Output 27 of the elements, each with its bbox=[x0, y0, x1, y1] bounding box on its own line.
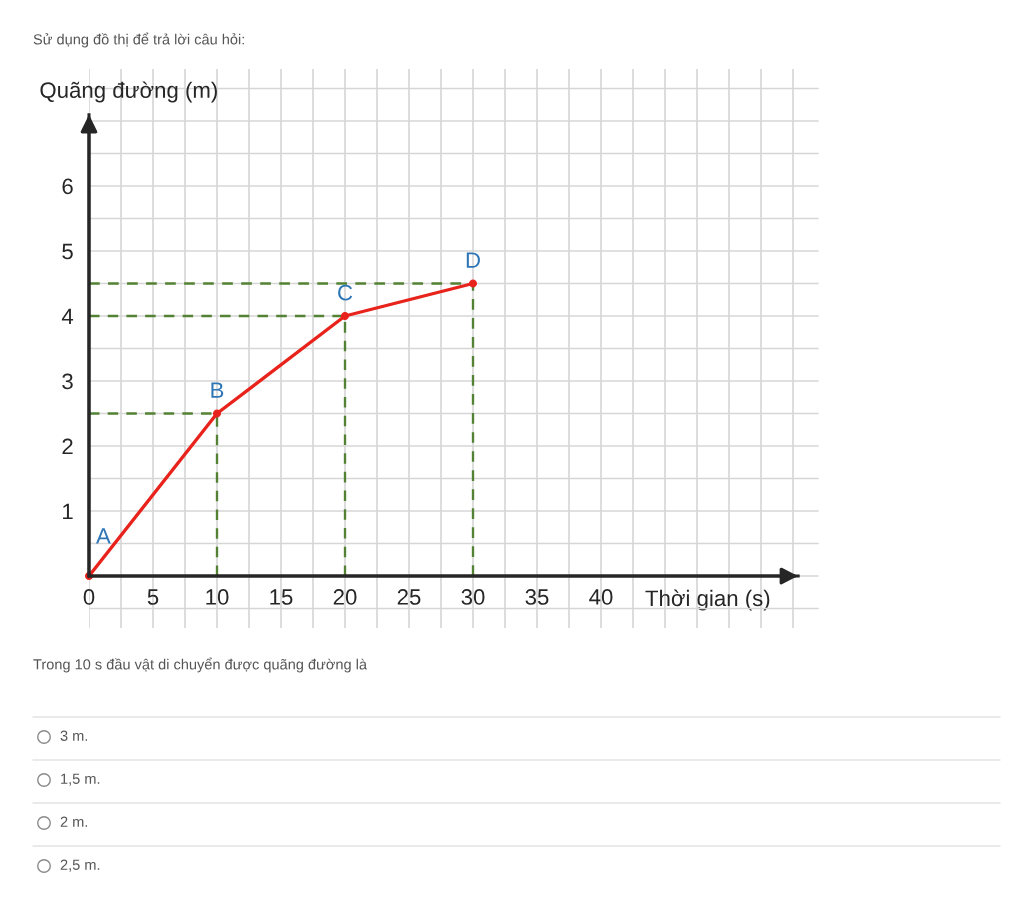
y-tick-label: 4 bbox=[61, 308, 74, 325]
y-tick-label: 1 bbox=[63, 503, 73, 520]
y-tick-label: 3 bbox=[62, 373, 73, 390]
annotation: C bbox=[338, 284, 353, 301]
x-tick-label: 10 bbox=[206, 589, 229, 605]
x-tick-label: 40 bbox=[589, 589, 613, 605]
annotation: A bbox=[95, 528, 111, 544]
x-tick-label: 0 bbox=[83, 589, 95, 605]
text: Trong 10 s đầu vật di chuyển được quãng đường là bbox=[33, 657, 368, 673]
text: 2 m. bbox=[60, 816, 88, 827]
x-tick-label: 30 bbox=[461, 589, 485, 605]
y-tick-label: 2 bbox=[62, 438, 73, 455]
x-tick-label: 20 bbox=[333, 589, 357, 605]
text: 2,5 m. bbox=[60, 859, 100, 872]
x-axis-title: Thời gian (s) bbox=[645, 589, 770, 611]
x-tick-label: 15 bbox=[270, 589, 293, 605]
y-tick-label: 6 bbox=[62, 178, 73, 195]
annotation: D bbox=[466, 252, 480, 268]
chart-title: Sử dụng đồ thị để trả lời câu hỏi: bbox=[33, 32, 244, 48]
y-axis-title: Quãng đường (m) bbox=[40, 81, 217, 103]
x-tick-label: 25 bbox=[397, 589, 421, 605]
text: 1,5 m. bbox=[61, 773, 100, 786]
text: 3 m. bbox=[60, 730, 88, 741]
x-tick-label: 5 bbox=[147, 589, 159, 605]
x-tick-label: 35 bbox=[525, 589, 549, 605]
annotation: B bbox=[211, 382, 224, 398]
y-tick-label: 5 bbox=[62, 243, 73, 260]
